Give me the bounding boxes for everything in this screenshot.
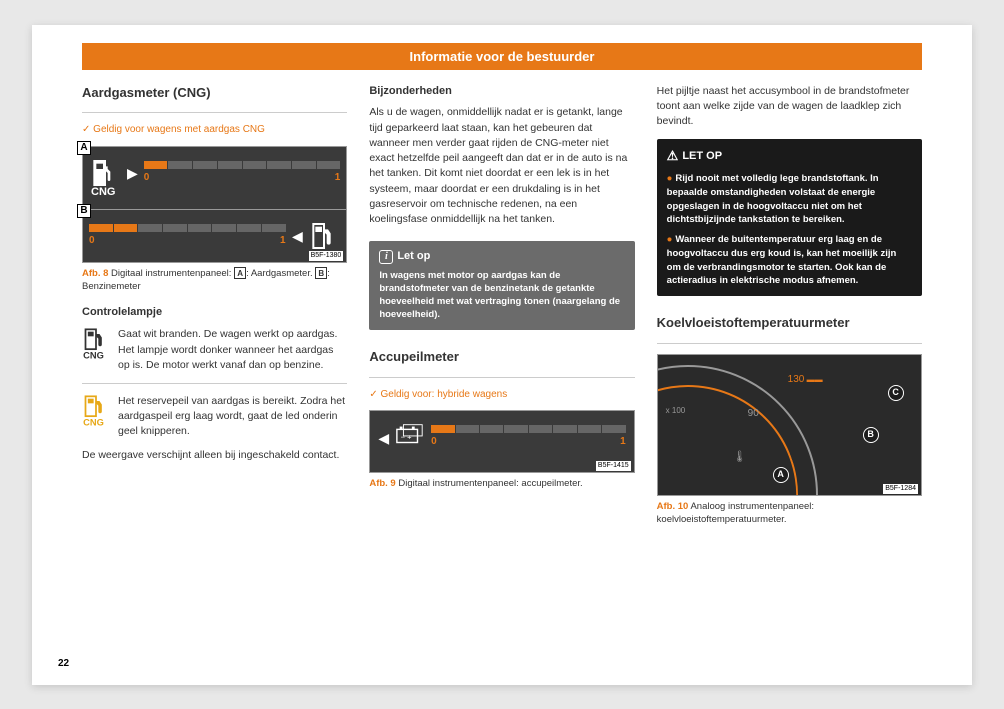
divider	[369, 377, 634, 378]
fig-text: Digitaal instrumentenpaneel: accupeilmet…	[398, 478, 582, 489]
para-bijzonderheden: Als u de wagen, onmiddellijk nadat er is…	[369, 105, 634, 227]
page-header: Informatie voor de bestuurder	[82, 43, 922, 70]
gauge-max: 1	[335, 171, 341, 186]
manual-page: Informatie voor de bestuurder Aardgasmet…	[32, 25, 972, 685]
tick-130: 130 ▬▬	[788, 373, 823, 388]
fig-number: Afb. 9	[369, 478, 395, 489]
warning-letop: ⚠LET OP ●Rijd nooit met volledig lege br…	[657, 139, 922, 296]
warn-item-1: ●Rijd nooit met volledig lege brandstoft…	[667, 172, 912, 227]
figure-8-caption: Afb. 8 Digitaal instrumentenpaneel: A: A…	[82, 267, 347, 294]
badge-a: A	[77, 141, 91, 155]
figure-code: B5F-1380	[309, 251, 344, 261]
svg-text:CNG: CNG	[83, 351, 104, 360]
pump-cng-white-icon: CNG	[82, 327, 110, 373]
validity-note: Geldig voor wagens met aardgas CNG	[82, 123, 347, 138]
divider	[657, 343, 922, 344]
lamp-white-row: CNG Gaat wit branden. De wagen werkt op …	[82, 327, 347, 373]
heading-koel: Koelvloeistoftemperatuurmeter	[657, 314, 922, 333]
info-icon: i	[379, 250, 393, 264]
figure-10: x 100 90 130 ▬▬ 🌡 A B C B5F-1284	[657, 354, 922, 496]
heading-cng: Aardgasmeter (CNG)	[82, 84, 347, 103]
cng-gauge: 01	[144, 161, 341, 186]
footnote: De weergave verschijnt alleen bij ingesc…	[82, 448, 347, 463]
validity-accu: Geldig voor: hybride wagens	[369, 388, 634, 403]
arrow-right-icon: ▶	[127, 163, 138, 183]
inline-badge-b: B	[315, 267, 327, 279]
circle-a: A	[773, 467, 789, 483]
figure-9: ◀ − + 01 B5F-1415	[369, 410, 634, 473]
warn-title-text: LET OP	[682, 149, 722, 165]
battery-gauge: 01	[431, 425, 626, 450]
gauge-max: 1	[620, 435, 626, 450]
svg-text:CNG: CNG	[83, 418, 104, 427]
arrow-left-icon: ▶	[292, 226, 303, 246]
figure-code: B5F-1284	[883, 484, 918, 494]
cng-label: CNG	[91, 185, 115, 201]
warning-icon: ⚠	[667, 147, 679, 166]
fig-text: Digitaal instrumentenpaneel:	[111, 268, 231, 279]
column-3: Het pijltje naast het accusymbool in de …	[657, 84, 922, 539]
circle-b: B	[863, 427, 879, 443]
svg-text:− +: − +	[401, 433, 412, 442]
tick130-val: 130	[788, 374, 805, 385]
petrol-gauge: 01	[89, 224, 286, 249]
fuel-pump-icon: CNG	[89, 157, 121, 189]
fig-number: Afb. 10	[657, 501, 689, 512]
column-2: Bijzonderheden Als u de wagen, onmiddell…	[369, 84, 634, 539]
figure-8: A CNG ▶ 01 B	[82, 146, 347, 263]
content-columns: Aardgasmeter (CNG) Geldig voor wagens me…	[32, 70, 972, 539]
warn-title: ⚠LET OP	[667, 147, 912, 166]
lamp1-text: Gaat wit branden. De wagen werkt op aard…	[118, 327, 347, 373]
warn2-text: Wanneer de buitentemperatuur erg laag en…	[667, 234, 897, 286]
thermometer-icon: 🌡	[733, 450, 747, 466]
pump-cng-yellow-icon: CNG	[82, 394, 110, 440]
column-1: Aardgasmeter (CNG) Geldig voor wagens me…	[82, 84, 347, 539]
badge-b: B	[77, 204, 91, 218]
warn1-text: Rijd nooit met volledig lege brandstofta…	[667, 173, 879, 225]
figure-10-caption: Afb. 10 Analoog instrumentenpaneel: koel…	[657, 500, 922, 527]
circle-c: C	[888, 385, 904, 401]
note-title: i Let op	[379, 249, 624, 264]
note-body: In wagens met motor op aardgas kan de br…	[379, 269, 624, 322]
lamp2-text: Het reservepeil van aardgas is bereikt. …	[118, 394, 347, 440]
figure-9-caption: Afb. 9 Digitaal instrumentenpaneel: accu…	[369, 477, 634, 490]
inline-badge-a: A	[234, 267, 246, 279]
note-letop: i Let op In wagens met motor op aardgas k…	[369, 241, 634, 330]
figure-code: B5F-1415	[596, 461, 631, 471]
heading-controlelampje: Controlelampje	[82, 305, 347, 321]
gauge-max: 1	[280, 234, 286, 249]
fuel-pump-icon	[308, 220, 340, 252]
intro-para: Het pijltje naast het accusymbool in de …	[657, 84, 922, 130]
warn-item-2: ●Wanneer de buitentemperatuur erg laag e…	[667, 233, 912, 288]
tick-90: 90	[748, 407, 759, 422]
arrow-left-icon: ◀	[378, 428, 389, 448]
divider	[82, 112, 347, 113]
fig-number: Afb. 8	[82, 268, 108, 279]
note-title-text: Let op	[397, 249, 430, 264]
heading-accu: Accupeilmeter	[369, 348, 634, 367]
page-number: 22	[58, 658, 69, 669]
battery-icon: − +	[395, 423, 425, 452]
heading-bijzonderheden: Bijzonderheden	[369, 84, 634, 100]
cap-a: : Aardgasmeter.	[246, 268, 313, 279]
lamp-yellow-row: CNG Het reservepeil van aardgas is berei…	[82, 394, 347, 440]
gauge-min: 0	[431, 435, 437, 450]
gauge-min: 0	[144, 171, 150, 186]
divider	[82, 383, 347, 384]
analog-gauge: x 100 90 130 ▬▬ 🌡 A B C B5F-1284	[658, 355, 921, 495]
gauge-min: 0	[89, 234, 95, 249]
